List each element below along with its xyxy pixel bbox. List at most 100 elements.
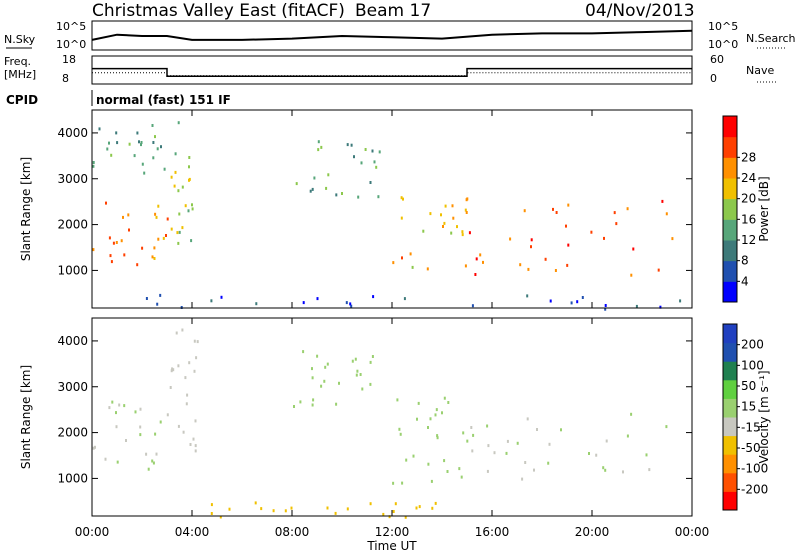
velocity-point-2-11 (311, 403, 314, 407)
power-point-4-0 (429, 212, 432, 216)
power-point-3-18 (311, 187, 314, 191)
velocity-colorbar-frame (722, 323, 738, 511)
power-point-0-17 (122, 215, 124, 219)
power-point-2-17 (190, 239, 193, 243)
power-point-4-20 (401, 256, 403, 260)
velocity-colorbar-label-2: 50 (741, 379, 756, 393)
date-title: 04/Nov/2013 (585, 1, 695, 21)
power-point-4-10 (444, 204, 447, 208)
power-colorbar-segment-5 (723, 178, 737, 200)
power-point-2-5 (177, 241, 180, 245)
power-ytick-label-1: 2000 (57, 218, 88, 232)
power-point-4-2 (440, 213, 442, 217)
cpid-value: normal (fast) 151 IF (96, 93, 231, 107)
velocity-colorbar-segment-3 (723, 435, 737, 455)
power-point-3-10 (357, 195, 360, 199)
power-point-4-23 (465, 198, 468, 202)
power-point-4-21 (422, 229, 425, 233)
velocity-point-2-5 (369, 382, 372, 386)
power-point-3-0 (373, 160, 376, 164)
velocity-point-1-15 (189, 443, 192, 446)
power-point-3-22 (295, 182, 298, 186)
velocity-point-0-7 (152, 461, 155, 465)
velocity-point-3-16 (434, 413, 437, 417)
velocity-colorbar-segment-6 (723, 379, 737, 399)
velocity-point-0-6 (139, 407, 142, 411)
power-point-5-22 (565, 224, 567, 228)
power-point-4-6 (409, 252, 412, 256)
velocity-point-1-13 (171, 367, 174, 371)
velocity-point-4-11 (506, 439, 509, 443)
velocity-point-0-12 (147, 467, 150, 471)
power-point-0-8 (112, 241, 115, 245)
velocity-point-4-10 (547, 461, 550, 465)
velocity-point-5-15 (290, 506, 293, 510)
power-point-4-12 (456, 225, 458, 229)
power-point-4-15 (451, 204, 454, 208)
power-point-5-17 (665, 212, 668, 216)
velocity-colorbar-segment-9 (723, 324, 737, 344)
power-point-6-14 (549, 299, 552, 303)
velocity-colorbar-label-4: -15 (741, 420, 761, 434)
power-point-6-10 (316, 297, 319, 301)
power-point-1-7 (151, 124, 154, 127)
velocity-colorbar-label-6: -100 (741, 462, 768, 476)
velocity-point-3-12 (427, 426, 429, 429)
nsky-label: N.Sky (4, 33, 36, 46)
velocity-point-5-11 (369, 502, 372, 506)
velocity-point-4-28 (536, 428, 538, 431)
velocity-point-1-17 (169, 386, 172, 389)
noise-right-tick-bottom: 10^0 (708, 38, 738, 51)
velocity-point-0-5 (134, 410, 137, 414)
velocity-point-5-2 (404, 515, 407, 519)
power-point-3-6 (378, 150, 381, 154)
velocity-point-4-16 (533, 468, 535, 472)
velocity-point-0-22 (92, 446, 95, 450)
velocity-point-4-0 (622, 470, 624, 474)
power-point-0-2 (105, 201, 107, 205)
power-point-6-18 (576, 300, 579, 304)
velocity-point-4-22 (524, 461, 527, 464)
power-point-4-3 (400, 216, 403, 220)
velocity-point-4-9 (516, 441, 519, 445)
power-point-4-14 (452, 216, 455, 220)
freq-right-tick-top: 60 (710, 53, 724, 66)
velocity-point-0-0 (115, 411, 117, 415)
power-point-4-1 (400, 196, 403, 200)
noise-left-tick-bottom: 10^0 (56, 38, 86, 51)
freq-left-tick-top: 18 (62, 53, 76, 66)
power-point-5-15 (554, 269, 557, 272)
velocity-point-5-5 (434, 501, 437, 505)
velocity-point-2-19 (316, 354, 319, 358)
velocity-point-1-10 (193, 339, 196, 343)
velocity-point-5-4 (254, 501, 257, 505)
power-point-4-8 (464, 208, 467, 212)
velocity-point-2-14 (355, 373, 358, 377)
velocity-point-2-3 (369, 360, 372, 364)
power-colorbar-label-1: 8 (741, 254, 749, 268)
power-point-5-28 (671, 237, 674, 241)
velocity-point-0-3 (94, 445, 96, 449)
velocity-point-5-7 (388, 515, 391, 519)
power-colorbar-label-0: 4 (741, 274, 749, 288)
velocity-point-2-9 (356, 369, 359, 373)
velocity-colorbar: 200 100 50 15 -15 -50 -100 -200 (722, 323, 768, 511)
power-point-3-2 (327, 173, 330, 177)
power-colorbar-label-6: 28 (741, 150, 756, 164)
power-point-3-1 (369, 181, 372, 184)
power-point-1-22 (116, 141, 119, 145)
power-point-4-13 (392, 261, 395, 265)
power-point-0-22 (123, 253, 126, 257)
power-point-5-16 (657, 268, 660, 272)
power-point-2-14 (191, 207, 194, 211)
power-point-0-0 (141, 246, 144, 250)
velocity-point-1-0 (196, 340, 199, 344)
velocity-point-4-4 (505, 451, 508, 455)
power-point-1-9 (156, 147, 159, 151)
power-point-6-24 (570, 301, 573, 305)
power-point-1-3 (163, 167, 166, 171)
power-point-0-11 (115, 241, 118, 244)
power-point-1-17 (92, 164, 95, 168)
velocity-colorbar-label: Velocity [m s⁻¹] (757, 370, 771, 463)
power-colorbar-segment-2 (723, 240, 737, 262)
